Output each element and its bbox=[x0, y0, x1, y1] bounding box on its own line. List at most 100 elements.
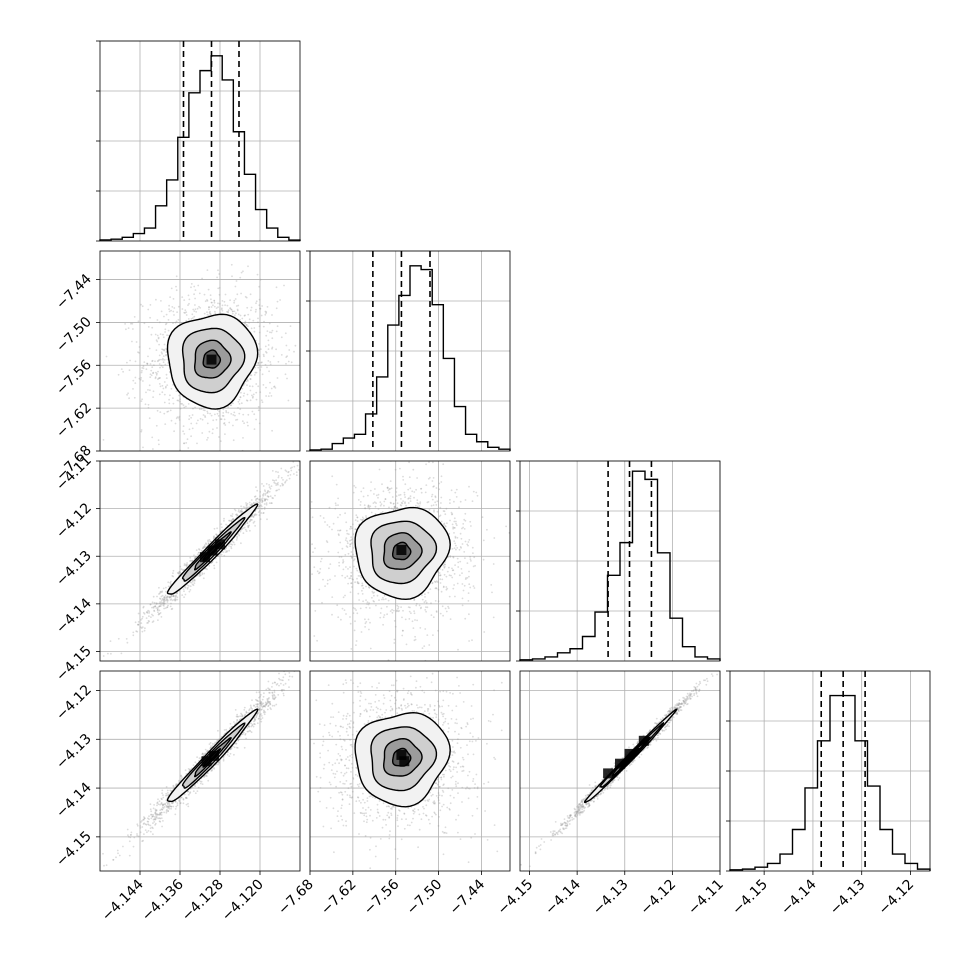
sample-point bbox=[237, 533, 240, 535]
sample-point bbox=[267, 490, 269, 493]
sample-point bbox=[164, 423, 167, 425]
sample-point bbox=[207, 288, 210, 291]
sample-point bbox=[245, 504, 248, 507]
sample-point bbox=[292, 548, 294, 550]
sample-point bbox=[102, 655, 105, 657]
sample-point bbox=[131, 340, 133, 343]
sample-point bbox=[193, 582, 196, 584]
sample-point bbox=[148, 612, 151, 614]
sample-point bbox=[162, 387, 165, 390]
sample-point bbox=[249, 399, 252, 402]
sample-point bbox=[224, 304, 227, 306]
sample-point bbox=[163, 602, 165, 605]
sample-point bbox=[207, 436, 209, 439]
sample-point bbox=[176, 598, 179, 601]
sample-point bbox=[473, 587, 476, 589]
sample-point bbox=[164, 594, 167, 597]
sample-point bbox=[134, 382, 137, 384]
sample-point bbox=[266, 306, 269, 308]
sample-point bbox=[245, 503, 248, 506]
sample-point bbox=[264, 498, 267, 501]
sample-point bbox=[264, 345, 267, 348]
sample-point bbox=[454, 535, 457, 538]
sample-point bbox=[235, 312, 237, 315]
sample-point bbox=[236, 537, 239, 539]
sample-point bbox=[371, 596, 373, 599]
sample-point bbox=[415, 488, 417, 491]
sample-point bbox=[152, 372, 154, 375]
sample-point bbox=[243, 314, 246, 317]
sample-point bbox=[326, 582, 329, 585]
sample-point bbox=[424, 596, 426, 598]
sample-point bbox=[132, 388, 134, 390]
sample-point bbox=[267, 339, 270, 342]
sample-point bbox=[168, 308, 171, 310]
sample-point bbox=[142, 823, 145, 825]
sample-point bbox=[201, 572, 204, 574]
sample-point bbox=[198, 573, 201, 576]
sample-point bbox=[338, 534, 340, 537]
sample-point bbox=[219, 418, 222, 420]
sample-point bbox=[387, 659, 390, 661]
sample-point bbox=[430, 614, 433, 616]
sample-point bbox=[372, 600, 375, 602]
sample-point bbox=[258, 514, 261, 517]
sample-point bbox=[256, 501, 259, 503]
sample-point bbox=[157, 613, 160, 616]
sample-point bbox=[201, 277, 204, 280]
sample-point bbox=[483, 631, 486, 633]
sample-point bbox=[451, 569, 454, 572]
sample-point bbox=[274, 494, 276, 497]
sample-point bbox=[206, 410, 209, 413]
sample-point bbox=[285, 479, 288, 481]
sample-point bbox=[277, 471, 279, 474]
sample-point bbox=[307, 598, 309, 600]
sample-point bbox=[167, 329, 170, 332]
sample-point bbox=[170, 595, 173, 598]
sample-point bbox=[172, 397, 174, 399]
sample-point bbox=[246, 378, 249, 381]
sample-point bbox=[174, 599, 177, 602]
sample-point bbox=[416, 505, 419, 508]
sample-point bbox=[338, 529, 341, 532]
sample-point bbox=[167, 807, 169, 809]
sample-point bbox=[202, 577, 205, 580]
sample-point bbox=[368, 628, 370, 631]
sample-point bbox=[159, 333, 162, 335]
sample-point bbox=[162, 348, 165, 351]
sample-point bbox=[267, 700, 269, 702]
sample-point bbox=[451, 576, 454, 579]
sample-point bbox=[257, 385, 260, 388]
sample-point bbox=[271, 691, 274, 694]
sample-point bbox=[159, 601, 162, 603]
sample-point bbox=[217, 287, 220, 290]
sample-point bbox=[159, 605, 162, 607]
sample-point bbox=[165, 599, 168, 601]
sample-point bbox=[149, 373, 152, 376]
sample-point bbox=[258, 343, 260, 345]
sample-point bbox=[175, 275, 178, 278]
sample-point bbox=[227, 311, 230, 314]
sample-point bbox=[339, 529, 342, 532]
sample-point bbox=[341, 607, 344, 610]
sample-point bbox=[246, 506, 249, 509]
sample-point bbox=[293, 473, 295, 475]
sample-point bbox=[191, 580, 194, 583]
sample-point bbox=[181, 594, 184, 596]
sample-point bbox=[156, 360, 159, 363]
sample-point bbox=[261, 483, 263, 485]
sample-point bbox=[148, 347, 151, 350]
sample-point bbox=[265, 351, 268, 354]
sample-point bbox=[424, 600, 427, 602]
sample-point bbox=[202, 547, 204, 549]
sample-point bbox=[408, 618, 411, 620]
sample-point bbox=[264, 363, 267, 366]
sample-point bbox=[216, 527, 219, 530]
sample-point bbox=[219, 440, 222, 442]
sample-point bbox=[353, 629, 356, 632]
sample-point bbox=[230, 308, 233, 311]
sample-point bbox=[230, 545, 232, 548]
sample-point bbox=[432, 634, 434, 636]
sample-point bbox=[269, 487, 272, 490]
sample-point bbox=[392, 502, 395, 505]
